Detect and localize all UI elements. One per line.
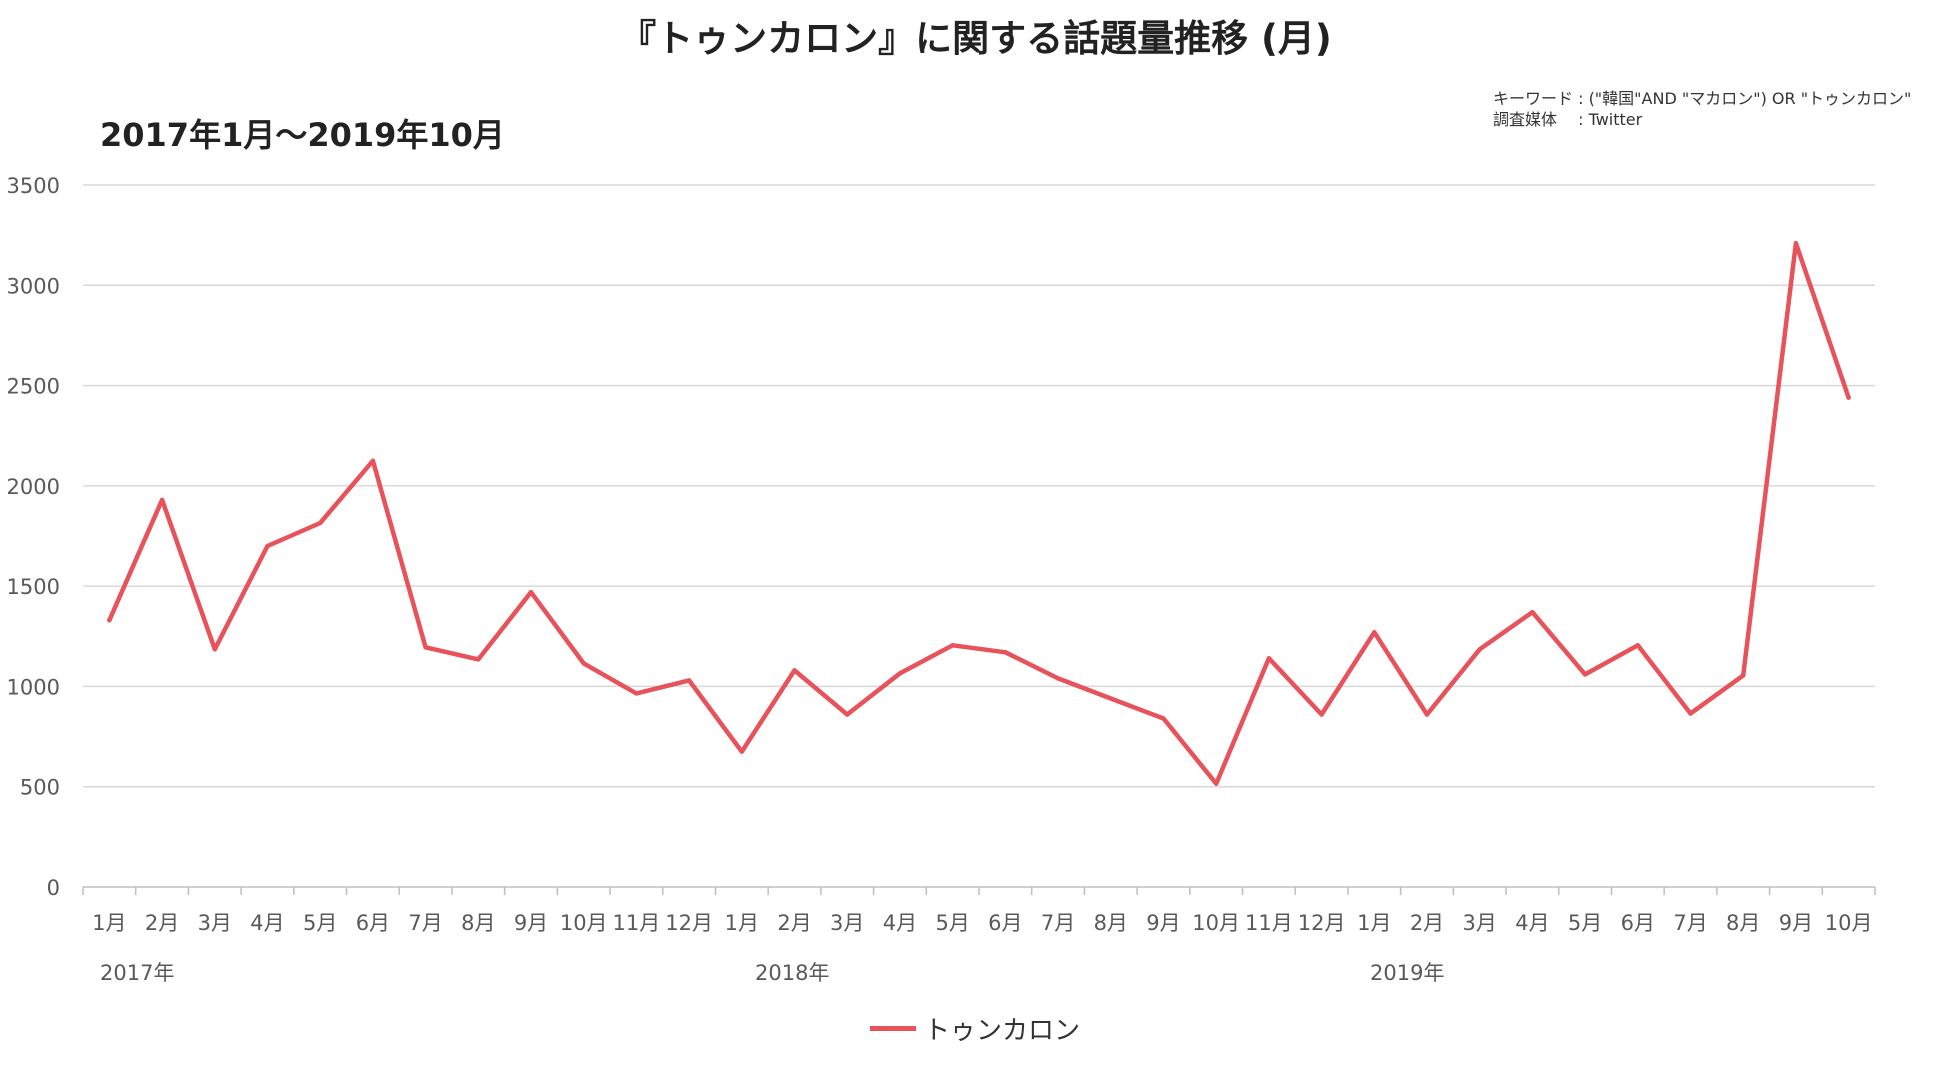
data-point [1003, 650, 1008, 655]
x-tick-label: 8月 [461, 911, 495, 935]
data-point [1793, 240, 1799, 246]
x-tick-label: 1月 [1357, 911, 1391, 935]
y-tick-label: 0 [47, 876, 60, 900]
legend-label: トゥンカロン [924, 1016, 1081, 1046]
keyword-note: キーワード : ("韓国"AND "マカロン") OR "トゥンカロン" 調査媒… [1493, 88, 1911, 130]
data-point [265, 543, 270, 549]
data-point [581, 661, 586, 666]
x-tick-label: 11月 [613, 911, 661, 935]
x-tick-label: 12月 [665, 911, 713, 935]
x-tick-label: 5月 [935, 911, 969, 935]
x-tick-label: 9月 [1146, 911, 1180, 935]
x-tick-label: 2月 [145, 911, 179, 935]
data-point [1213, 781, 1219, 786]
data-point [1688, 711, 1693, 716]
data-point [1477, 647, 1482, 652]
x-tick-label: 6月 [356, 911, 390, 935]
x-tick-label: 8月 [1094, 911, 1128, 935]
x-tick-label: 9月 [514, 911, 548, 935]
x-tick-label: 3月 [1463, 911, 1497, 935]
x-tick-label: 7月 [1673, 911, 1707, 935]
y-tick-label: 2500 [7, 375, 60, 399]
chart-title: 『トゥンカロン』に関する話題量推移 (月) [619, 17, 1332, 60]
data-point [423, 645, 428, 650]
data-point [1055, 676, 1061, 681]
x-tick-label: 10月 [1192, 911, 1240, 935]
x-tick-label: 2月 [1410, 911, 1444, 935]
x-tick-label: 1月 [725, 911, 759, 935]
x-tick-label: 12月 [1298, 911, 1346, 935]
legend-swatch [870, 1026, 916, 1031]
data-point [634, 691, 639, 696]
series-line [107, 240, 1851, 786]
data-point [1582, 672, 1588, 677]
data-point [950, 643, 955, 648]
data-point [845, 712, 850, 717]
data-point [1372, 630, 1377, 635]
data-point [212, 647, 217, 652]
x-tick-label: 7月 [1041, 911, 1075, 935]
data-point [1319, 712, 1324, 717]
keyword-line-1: キーワード : ("韓国"AND "マカロン") OR "トゥンカロン" [1493, 89, 1912, 108]
data-point [792, 668, 797, 673]
data-point [1530, 610, 1535, 615]
keyword-line-2: 調査媒体 : Twitter [1493, 110, 1643, 129]
x-tick-label: 3月 [198, 911, 232, 935]
data-point [1846, 395, 1851, 400]
data-point [1108, 696, 1113, 701]
data-point [159, 497, 165, 503]
year-label: 2017年 [100, 961, 174, 985]
chart-subtitle: 2017年1月～2019年10月 [100, 116, 505, 154]
data-point [317, 520, 323, 526]
x-tick-label: 8月 [1726, 911, 1760, 935]
year-label: 2018年 [755, 961, 829, 985]
x-tick-label: 2月 [777, 911, 811, 935]
data-point [897, 671, 903, 676]
data-point [1161, 716, 1166, 721]
x-tick-label: 4月 [883, 911, 917, 935]
year-label: 2019年 [1370, 961, 1444, 985]
y-tick-label: 1500 [7, 575, 60, 599]
x-tick-label: 6月 [1621, 911, 1655, 935]
x-tick-label: 11月 [1245, 911, 1293, 935]
legend: トゥンカロン [870, 1010, 1080, 1047]
data-point [1424, 712, 1430, 717]
y-tick-label: 1000 [7, 675, 60, 699]
data-point [1266, 656, 1272, 661]
data-point [739, 749, 745, 754]
x-tick-label: 4月 [250, 911, 284, 935]
x-tick-label: 9月 [1779, 911, 1813, 935]
data-point [476, 657, 481, 662]
y-tick-label: 3500 [7, 174, 60, 198]
x-tick-label: 10月 [1825, 911, 1873, 935]
x-tick-label: 1月 [92, 911, 126, 935]
y-tick-label: 2000 [7, 475, 60, 499]
x-tick-label: 10月 [560, 911, 608, 935]
y-tick-label: 500 [20, 776, 60, 800]
x-tick-label: 4月 [1515, 911, 1549, 935]
y-tick-label: 3000 [7, 274, 60, 298]
x-tick-label: 6月 [988, 911, 1022, 935]
data-point [370, 458, 376, 463]
x-tick-label: 3月 [830, 911, 864, 935]
data-point [1741, 673, 1746, 678]
data-point [107, 618, 112, 623]
data-point [528, 589, 534, 595]
data-point [1635, 643, 1641, 648]
x-tick-label: 5月 [303, 911, 337, 935]
x-tick-label: 5月 [1568, 911, 1602, 935]
data-point [686, 678, 692, 683]
x-tick-label: 7月 [408, 911, 442, 935]
